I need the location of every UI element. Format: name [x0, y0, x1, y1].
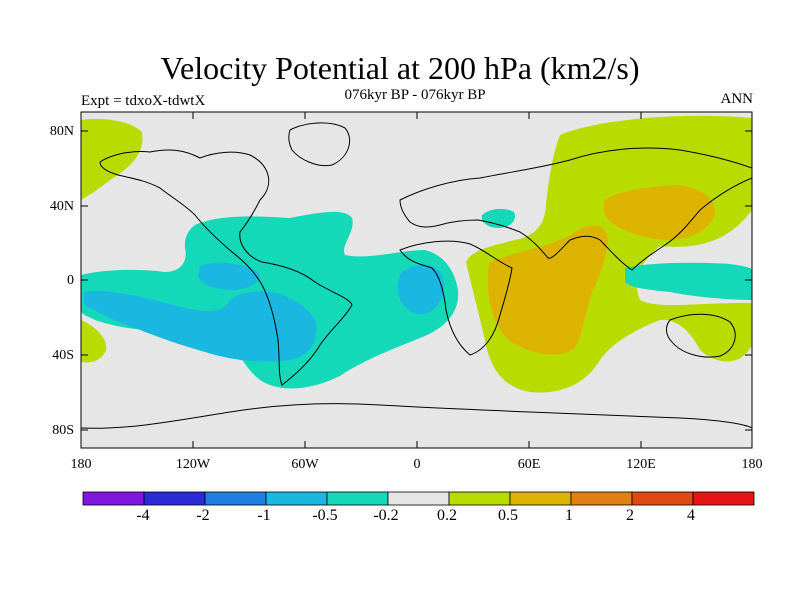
y-tick-label: 80S: [52, 423, 74, 438]
colorbar-label: -1: [257, 507, 271, 524]
moderate-negative-atlantic: [397, 264, 445, 315]
negative-region-west-pacific: [625, 262, 752, 300]
x-tick-label: 120E: [626, 457, 656, 472]
colorbar-box: [448, 491, 511, 506]
y-tick-label: 40N: [49, 199, 74, 214]
colorbar-box: [509, 491, 572, 506]
axis-ticks: [81, 112, 752, 448]
y-tick-label: 80N: [49, 124, 74, 139]
moderate-positive-east-asia: [603, 185, 715, 240]
colorbar-box: [326, 491, 389, 506]
colorbar-label: -0.5: [312, 507, 338, 524]
colorbar-label: -2: [196, 507, 210, 524]
colorbar-label: 2: [626, 507, 634, 524]
colorbar-box: [387, 491, 450, 506]
colorbar-box: [692, 491, 755, 506]
moderate-positive-africa-indian: [488, 225, 608, 355]
x-tick-label: 180: [741, 457, 763, 472]
colorbar-label: 0.2: [437, 507, 457, 524]
experiment-label: Expt = tdxoX-tdwtX: [81, 93, 206, 109]
page-title: Velocity Potential at 200 hPa (km2/s): [160, 50, 640, 86]
positive-region-south-pacific: [81, 320, 107, 363]
colorbar-label: 4: [687, 507, 695, 524]
colorbar-label: 0.5: [498, 507, 518, 524]
colorbar-box: [265, 491, 328, 506]
y-tick-label: 40S: [52, 348, 74, 363]
moderate-negative-east-pacific: [198, 262, 260, 290]
colorbar-label: 1: [565, 507, 573, 524]
negative-region-north-africa: [481, 208, 516, 228]
map-field: [81, 112, 752, 448]
x-tick-label: 0: [413, 457, 421, 472]
x-tick-label: 120W: [175, 457, 211, 472]
x-tick-label: 180: [70, 457, 92, 472]
colorbar-label: -0.2: [373, 507, 399, 524]
x-tick-label: 60E: [517, 457, 541, 472]
subtitle: 076kyr BP - 076kyr BP: [344, 87, 486, 103]
colorbar-box: [631, 491, 694, 506]
colorbar-box: [204, 491, 267, 506]
colorbar-box: [82, 491, 145, 506]
moderate-negative-south-pacific: [84, 290, 317, 362]
positive-region-north-pacific: [81, 118, 143, 200]
coastlines: [81, 122, 752, 429]
y-tick-label: 0: [67, 273, 74, 288]
colorbar-box: [143, 491, 206, 506]
colorbar-label: -4: [136, 507, 150, 524]
colorbar: [82, 491, 755, 506]
colorbar-box: [570, 491, 633, 506]
season-label: ANN: [720, 91, 754, 107]
x-tick-label: 60W: [291, 457, 319, 472]
